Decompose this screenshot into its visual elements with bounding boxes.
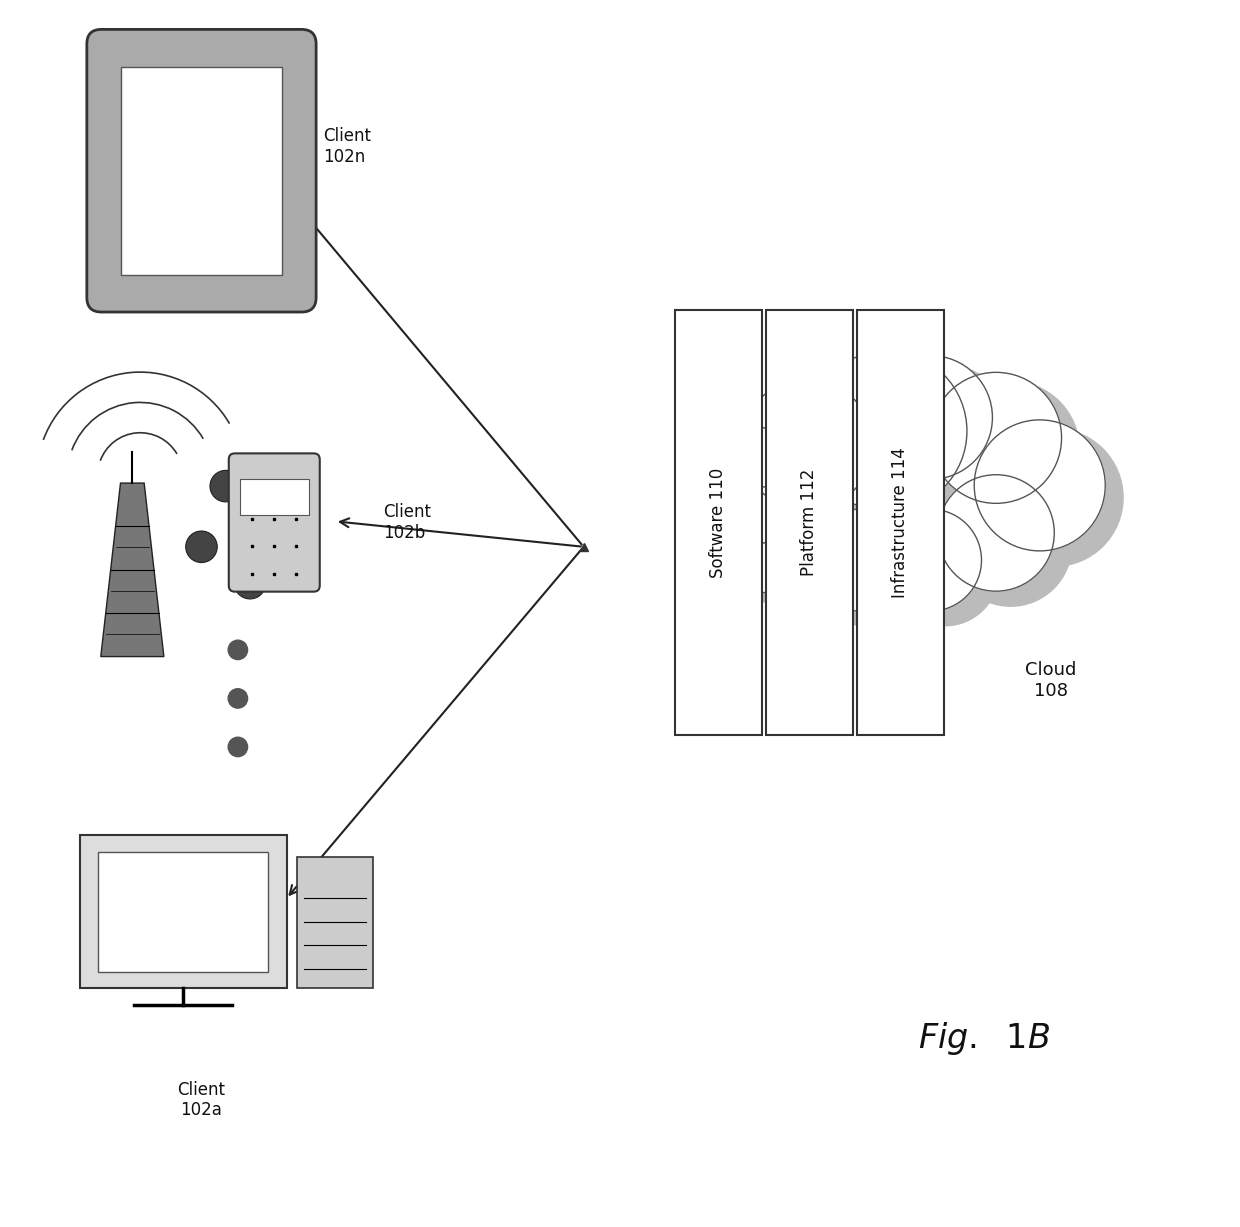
Circle shape	[950, 483, 1071, 606]
FancyBboxPatch shape	[228, 453, 320, 591]
Circle shape	[937, 475, 1054, 591]
Text: Infrastructure 114: Infrastructure 114	[892, 447, 909, 598]
Circle shape	[986, 428, 1123, 567]
Circle shape	[228, 737, 248, 757]
Circle shape	[869, 356, 992, 480]
Text: Software 110: Software 110	[709, 467, 728, 578]
Circle shape	[186, 531, 217, 562]
Circle shape	[680, 423, 804, 547]
Bar	[239, 480, 309, 514]
Bar	[296, 858, 373, 989]
Text: Platform 112: Platform 112	[800, 469, 818, 577]
Bar	[79, 836, 286, 989]
Circle shape	[817, 360, 986, 528]
Circle shape	[800, 509, 901, 611]
Circle shape	[228, 688, 248, 708]
Circle shape	[735, 494, 849, 609]
Circle shape	[807, 351, 967, 512]
Bar	[98, 853, 268, 972]
Text: $\it{Fig.}$  $\it{1B}$: $\it{Fig.}$ $\it{1B}$	[918, 1020, 1050, 1056]
Text: Cloud
108: Cloud 108	[1025, 661, 1076, 699]
Text: Client
102a: Client 102a	[177, 1081, 226, 1119]
Circle shape	[942, 382, 1079, 519]
Circle shape	[691, 433, 821, 562]
Polygon shape	[100, 483, 164, 656]
Circle shape	[930, 372, 1061, 503]
Circle shape	[975, 420, 1105, 551]
Bar	[765, 310, 853, 735]
Circle shape	[234, 567, 265, 599]
Circle shape	[811, 519, 919, 626]
Circle shape	[753, 388, 890, 525]
Circle shape	[228, 640, 248, 660]
Bar	[857, 310, 944, 735]
FancyBboxPatch shape	[87, 29, 316, 312]
Text: Client
102n: Client 102n	[322, 128, 371, 166]
Bar	[675, 310, 761, 735]
Circle shape	[879, 509, 982, 611]
Text: Client
102b: Client 102b	[383, 503, 432, 542]
Circle shape	[880, 364, 1011, 494]
Bar	[122, 66, 281, 275]
Circle shape	[742, 379, 872, 510]
Circle shape	[892, 519, 998, 626]
Circle shape	[723, 485, 832, 594]
Circle shape	[210, 470, 242, 502]
